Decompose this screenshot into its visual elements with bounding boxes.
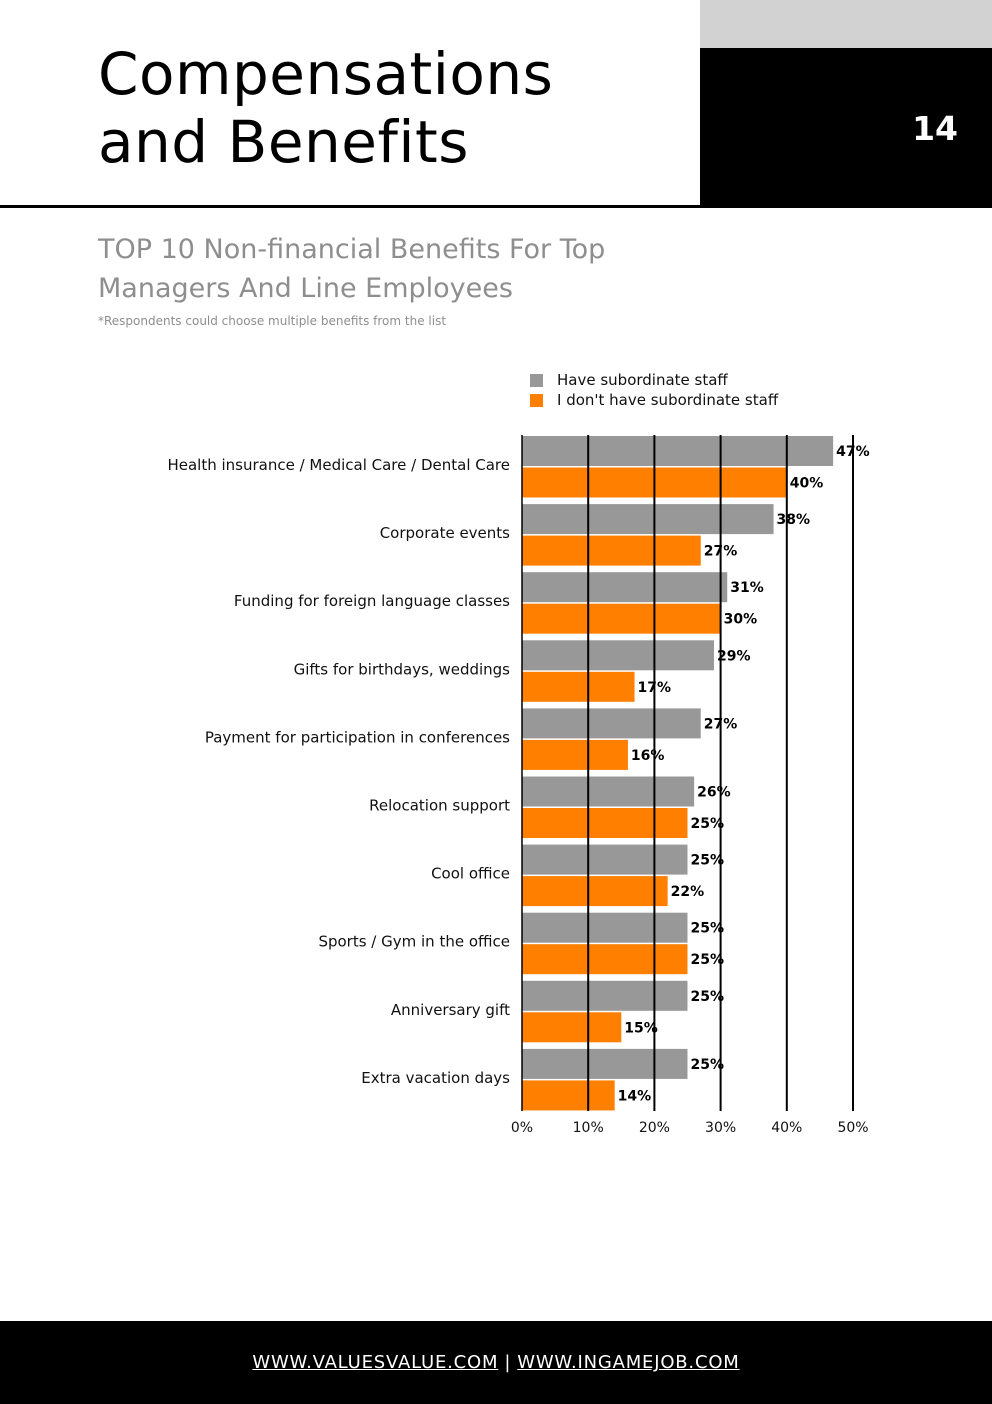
data-label: 40% — [790, 476, 824, 492]
category-label: Payment for participation in conferences — [205, 728, 510, 746]
legend-swatch-gray — [530, 373, 543, 387]
bar-no-staff — [522, 603, 721, 634]
category-label: Corporate events — [380, 524, 510, 542]
bar-no-staff — [522, 535, 701, 566]
data-label: 14% — [618, 1088, 652, 1104]
page-number: 14 — [912, 108, 958, 148]
chart-legend: Have subordinate staff I don't have subo… — [530, 370, 778, 410]
data-label: 29% — [717, 648, 751, 664]
bar-have-staff — [522, 1048, 688, 1079]
category-label: Relocation support — [369, 797, 510, 815]
page-title-line2: and Benefits — [98, 108, 469, 176]
data-label: 31% — [730, 580, 764, 596]
category-label: Health insurance / Medical Care / Dental… — [167, 456, 510, 474]
bar-have-staff — [522, 640, 714, 671]
x-tick-label: 40% — [771, 1120, 802, 1136]
page-title-line1: Compensations — [98, 40, 554, 108]
bar-no-staff — [522, 1080, 615, 1111]
bar-no-staff — [522, 876, 668, 907]
footer-bar: WWW.VALUESVALUE.COM | WWW.INGAMEJOB.COM — [0, 1321, 992, 1404]
category-label: Cool office — [431, 865, 510, 883]
bar-chart: 47%40%Health insurance / Medical Care / … — [167, 435, 870, 1136]
data-label: 15% — [624, 1020, 658, 1036]
footer-link-ingamejob[interactable]: WWW.INGAMEJOB.COM — [517, 1352, 740, 1373]
data-label: 25% — [691, 853, 725, 869]
category-label: Anniversary gift — [391, 1001, 510, 1019]
legend-item-no-staff: I don't have subordinate staff — [530, 390, 778, 410]
data-label: 22% — [671, 884, 705, 900]
legend-label-have-staff: Have subordinate staff — [557, 371, 728, 389]
bar-have-staff — [522, 912, 688, 943]
data-label: 25% — [691, 1057, 725, 1073]
header-black-block — [700, 48, 992, 208]
category-label: Extra vacation days — [361, 1069, 510, 1087]
category-label: Gifts for birthdays, weddings — [294, 660, 511, 678]
bar-no-staff — [522, 739, 628, 770]
bar-no-staff — [522, 808, 688, 838]
legend-item-have-staff: Have subordinate staff — [530, 370, 778, 390]
category-label: Sports / Gym in the office — [318, 933, 510, 951]
chart-title: TOP 10 Non-financial Benefits For Top Ma… — [98, 234, 606, 304]
data-label: 38% — [777, 512, 811, 528]
data-label: 26% — [697, 785, 731, 801]
x-tick-label: 0% — [511, 1120, 533, 1136]
data-label: 25% — [691, 816, 725, 832]
bar-have-staff — [522, 708, 701, 739]
header-gray-block — [700, 0, 992, 48]
chart-footnote: *Respondents could choose multiple benef… — [98, 314, 447, 328]
legend-label-no-staff: I don't have subordinate staff — [557, 391, 779, 409]
bar-have-staff — [522, 844, 688, 875]
x-tick-label: 30% — [705, 1120, 736, 1136]
data-label: 25% — [691, 952, 725, 968]
bar-have-staff — [522, 980, 688, 1011]
bar-have-staff — [522, 776, 695, 807]
bar-no-staff — [522, 671, 635, 702]
bar-have-staff — [522, 504, 774, 535]
bar-no-staff — [522, 1012, 622, 1043]
bar-no-staff — [522, 944, 688, 975]
footer-link-valuesvalue[interactable]: WWW.VALUESVALUE.COM — [252, 1352, 499, 1373]
x-tick-label: 20% — [639, 1120, 670, 1136]
page-title: Compensations and Benefits — [98, 40, 688, 176]
bar-have-staff — [522, 572, 728, 603]
x-tick-label: 10% — [573, 1120, 604, 1136]
header-divider — [0, 205, 700, 208]
data-label: 25% — [691, 921, 725, 937]
data-label: 25% — [691, 989, 725, 1005]
data-label: 16% — [631, 748, 665, 764]
bar-have-staff — [522, 436, 834, 466]
legend-swatch-orange — [530, 393, 543, 407]
footer-separator: | — [504, 1352, 512, 1373]
data-label: 30% — [724, 612, 758, 628]
category-label: Funding for foreign language classes — [234, 592, 510, 610]
x-tick-label: 50% — [837, 1120, 868, 1136]
